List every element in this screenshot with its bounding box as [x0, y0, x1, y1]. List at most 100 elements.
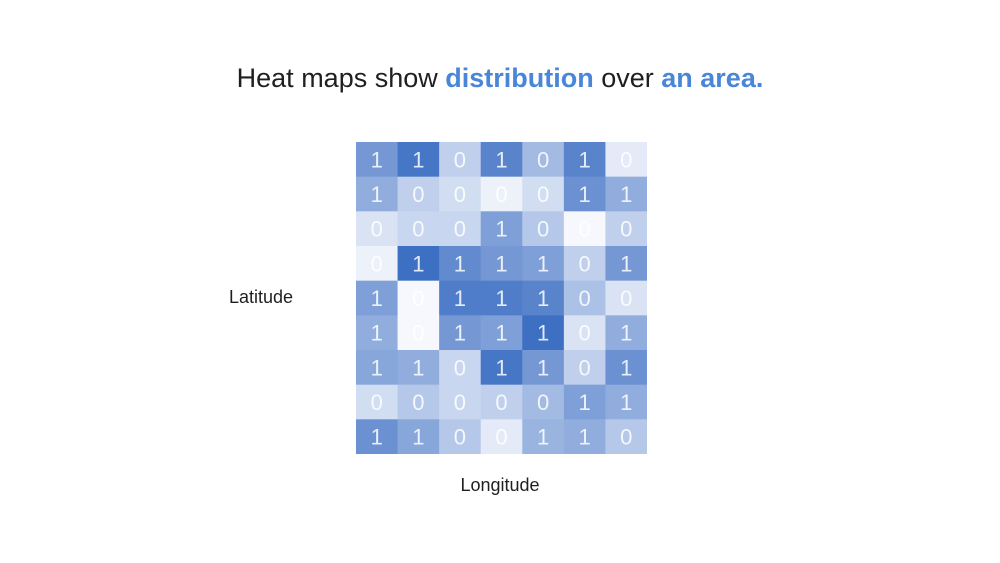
heatmap-cell-label: 0	[495, 390, 507, 415]
heatmap-cell	[605, 280, 647, 316]
heatmap-cell	[605, 419, 647, 454]
heatmap-cell	[439, 315, 482, 351]
heatmap-cell	[480, 280, 523, 316]
heatmap-cell	[563, 176, 606, 212]
heatmap-cell	[480, 315, 523, 351]
title-text-1: Heat maps show	[236, 63, 446, 93]
heatmap-cell-label: 0	[495, 425, 507, 450]
heatmap-cell-label: 0	[412, 321, 424, 346]
heatmap-cell	[439, 350, 482, 386]
heatmap-cell-label: 1	[579, 425, 591, 450]
heatmap-cell-label: 0	[454, 425, 466, 450]
heatmap-cell-label: 1	[454, 286, 466, 311]
heatmap-cell-label: 1	[371, 286, 383, 311]
heatmap-cell	[563, 280, 606, 316]
heatmap-cell-label: 1	[454, 251, 466, 276]
heatmap-cell-label: 1	[495, 355, 507, 380]
heatmap-cell	[605, 315, 647, 351]
heatmap-cell-label: 0	[412, 182, 424, 207]
heatmap-cell-label: 1	[579, 147, 591, 172]
heatmap-cell-label: 0	[620, 286, 632, 311]
heatmap-cell	[439, 211, 482, 247]
heatmap-cell-label: 1	[579, 390, 591, 415]
y-axis-label: Latitude	[229, 287, 294, 307]
heatmap-cell-label: 1	[495, 251, 507, 276]
heatmap-cell	[522, 246, 565, 282]
heatmap-cell	[356, 384, 399, 420]
heatmap-cell-label: 0	[371, 251, 383, 276]
heatmap-cell-label: 0	[454, 355, 466, 380]
heatmap-cell	[480, 246, 523, 282]
heatmap-cell-label: 1	[412, 147, 424, 172]
heatmap-cell-label: 0	[454, 217, 466, 242]
heatmap-cell	[397, 384, 440, 420]
heatmap-cell-label: 1	[371, 425, 383, 450]
heatmap-cell	[605, 176, 647, 212]
heatmap-cell-label: 0	[412, 390, 424, 415]
heatmap-cell	[397, 419, 440, 454]
heatmap-cell	[356, 280, 399, 316]
heatmap-cell-label: 1	[371, 182, 383, 207]
heatmap-cell-label: 1	[495, 286, 507, 311]
heatmap-cell	[480, 211, 523, 247]
heatmap-cell	[439, 384, 482, 420]
heatmap-cell	[397, 280, 440, 316]
title-text-2: over	[593, 63, 662, 93]
heatmap-cell	[439, 142, 482, 178]
heatmap-cell-label: 1	[412, 251, 424, 276]
heatmap-cell	[522, 280, 565, 316]
heatmap-cell-label: 1	[454, 321, 466, 346]
heatmap-cell-label: 0	[371, 390, 383, 415]
heatmap-cell	[605, 246, 647, 282]
heatmap-cell-label: 1	[579, 182, 591, 207]
heatmap-cell-label: 1	[537, 321, 549, 346]
heatmap-cell	[397, 176, 440, 212]
heatmap-cell-label: 1	[495, 321, 507, 346]
heatmap-cell	[397, 246, 440, 282]
heatmap-cell	[439, 419, 482, 454]
page-title: Heat maps show distribution over an area…	[0, 58, 1000, 98]
heatmap-cell	[522, 350, 565, 386]
heatmap-cell	[439, 246, 482, 282]
heatmap-cell-label: 0	[579, 251, 591, 276]
heatmap-cell-label: 1	[537, 251, 549, 276]
heatmap-cell-label: 1	[371, 321, 383, 346]
heatmap-cell-label: 0	[579, 321, 591, 346]
heatmap-cell-label: 1	[495, 217, 507, 242]
heatmap-cell	[522, 419, 565, 454]
heatmap-cell	[397, 211, 440, 247]
heatmap-cell	[480, 350, 523, 386]
heatmap-cell	[563, 246, 606, 282]
heatmap-cell	[397, 142, 440, 178]
heatmap-cell	[356, 315, 399, 351]
heatmap-cell-label: 0	[412, 217, 424, 242]
heatmap-cell	[522, 142, 565, 178]
heatmap-cell	[356, 176, 399, 212]
heatmap-cell-label: 0	[620, 147, 632, 172]
heatmap-cell-label: 1	[620, 390, 632, 415]
heatmap-cell	[356, 142, 399, 178]
heatmap-cell-label: 0	[412, 286, 424, 311]
heatmap-cell	[397, 350, 440, 386]
heatmap-cell-label: 0	[371, 217, 383, 242]
heatmap-cell	[563, 419, 606, 454]
heatmap-cell	[563, 142, 606, 178]
heatmap-cell-label: 0	[620, 425, 632, 450]
heatmap-cell-label: 1	[537, 286, 549, 311]
heatmap-cell-label: 0	[620, 217, 632, 242]
heatmap-cell-label: 1	[495, 147, 507, 172]
heatmap-cell-label: 0	[579, 286, 591, 311]
heatmap-cell	[522, 176, 565, 212]
heatmap-cell-label: 1	[412, 425, 424, 450]
title-highlight-area: an area.	[661, 63, 764, 93]
heatmap-cell-label: 0	[454, 390, 466, 415]
heatmap-cell-label: 1	[537, 425, 549, 450]
heatmap-cell	[563, 350, 606, 386]
heatmap-cell	[356, 246, 399, 282]
heatmap-cells: 1 1 0 1 0 1 0 1 0 0 0 0 1 1 0 0 0 1 0 0 0 0 1 1 1 1 0 1 1 0 1 1 1 0 0 1 0 1 1 1…	[356, 142, 647, 454]
heatmap-cell-label: 0	[579, 355, 591, 380]
heatmap-cell-label: 0	[495, 182, 507, 207]
heatmap-cell	[480, 419, 523, 454]
heatmap-cell	[480, 176, 523, 212]
heatmap-cell	[605, 350, 647, 386]
